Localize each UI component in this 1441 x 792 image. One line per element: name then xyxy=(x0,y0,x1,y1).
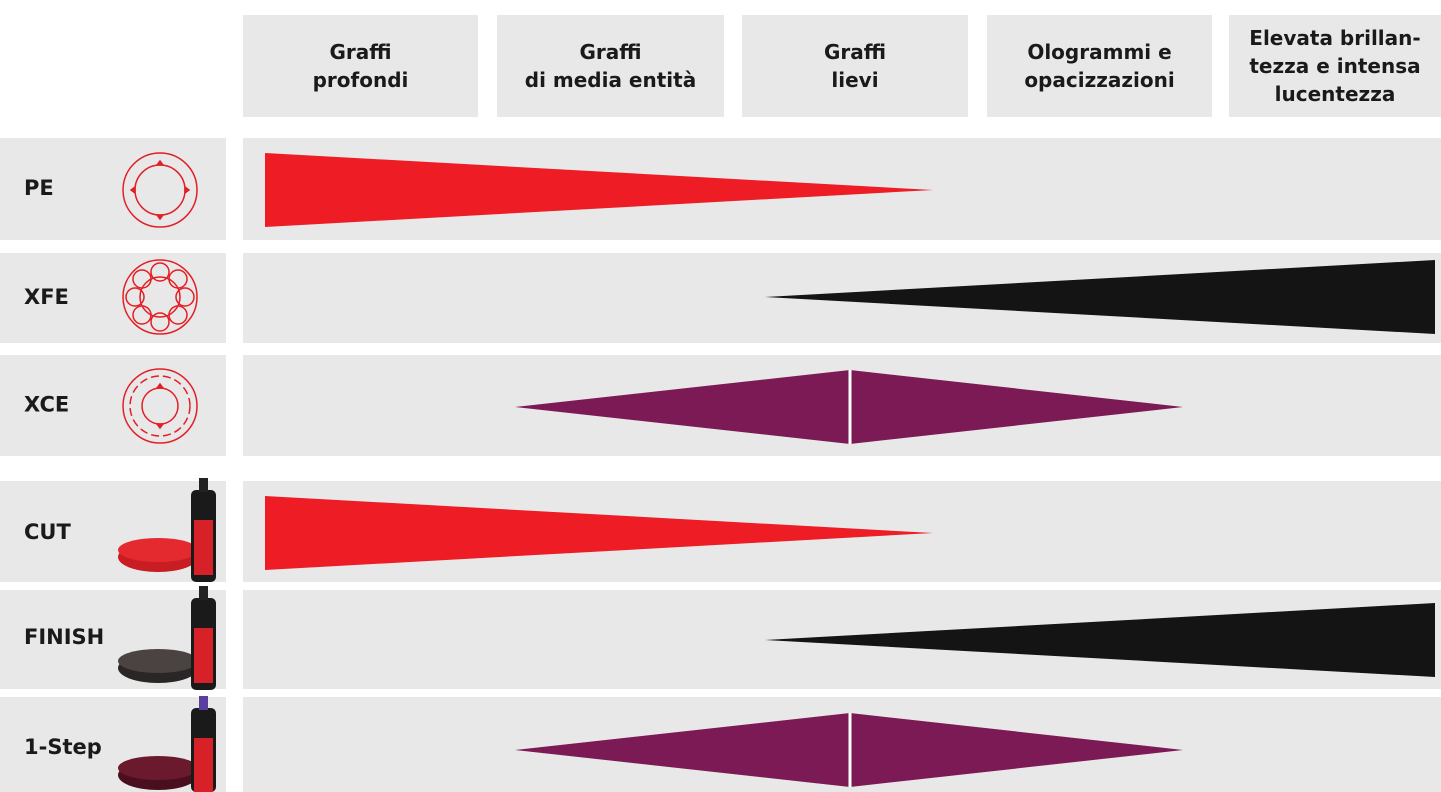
row-label: PE xyxy=(24,176,54,200)
header-label: di media entità xyxy=(525,68,696,92)
row-label: CUT xyxy=(24,520,71,544)
diagram: Graffi profondi Graffi di media entità Graff… xyxy=(0,0,1441,792)
header-cell xyxy=(742,15,968,117)
header-label: Elevata brillan- xyxy=(1249,26,1420,50)
row-label: XFE xyxy=(24,285,69,309)
header-label: tezza e intensa xyxy=(1249,54,1420,78)
header-label: lievi xyxy=(831,68,878,92)
header-label: lucentezza xyxy=(1275,82,1396,106)
header-label: profondi xyxy=(313,68,409,92)
header-cell xyxy=(497,15,724,117)
header-label: Ologrammi e xyxy=(1027,40,1171,64)
header-cell xyxy=(243,15,478,117)
row-label: FINISH xyxy=(24,625,104,649)
row-label: 1-Step xyxy=(24,735,102,759)
page: Graffi profondi Graffi di media entità Graff… xyxy=(0,0,1441,792)
row-label: XCE xyxy=(24,393,69,417)
header-label: Graffi xyxy=(824,40,886,64)
header-label: opacizzazioni xyxy=(1024,68,1174,92)
header-cell xyxy=(987,15,1212,117)
header-label: Graffi xyxy=(579,40,641,64)
header-label: Graffi xyxy=(329,40,391,64)
